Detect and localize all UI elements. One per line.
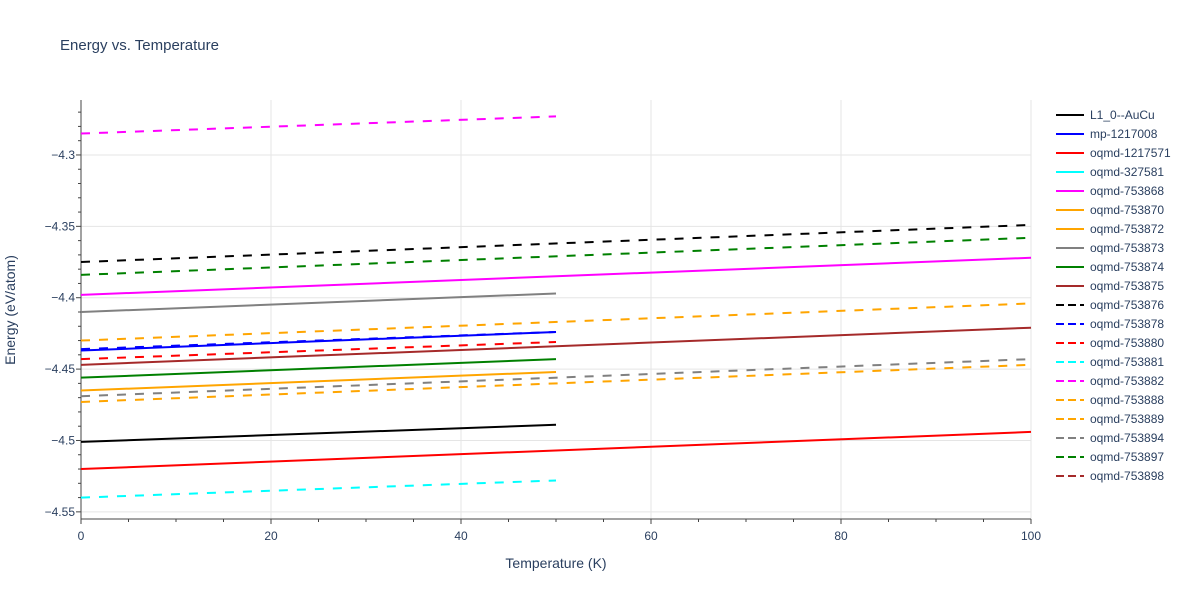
legend-label: oqmd-753876: [1090, 298, 1164, 312]
series-line-oqmd-753882: [80, 115, 557, 135]
series-line-oqmd-753897: [80, 236, 1032, 276]
series-line-oqmd-753873: [80, 292, 557, 313]
series-line-oqmd-753881: [80, 479, 557, 499]
legend-label: oqmd-753868: [1090, 184, 1164, 198]
y-tick-label: −4.3: [51, 148, 75, 162]
legend-label: oqmd-753898: [1090, 469, 1164, 483]
x-tick-label: 0: [78, 529, 85, 543]
grid-layer: [81, 100, 1032, 519]
x-tick-label: 20: [264, 529, 278, 543]
legend-label: oqmd-753881: [1090, 355, 1164, 369]
series-line-oqmd-753874: [80, 358, 557, 379]
y-tick-label: −4.5: [51, 433, 75, 447]
legend-label: oqmd-753889: [1090, 412, 1164, 426]
legend-label: oqmd-753873: [1090, 241, 1164, 255]
legend: L1_0--AuCu mp-1217008 oqmd-1217571 oqmd-327…: [1056, 108, 1171, 483]
series-line-oqmd-753880: [80, 340, 557, 361]
axes-layer: 0 20 40 60 80 100 −4.55 −4.5 −4.45 −4.4 −4.35 −4.3: [45, 100, 1041, 543]
y-tick-label: −4.35: [45, 219, 76, 233]
series-line-oqmd-753870: [80, 370, 557, 392]
x-tick-label: 60: [644, 529, 658, 543]
x-axis-title: Temperature (K): [505, 555, 606, 571]
x-tick-label: 80: [834, 529, 848, 543]
series-layer: [80, 115, 1032, 499]
series-line-oqmd-753868: [80, 256, 1032, 296]
series-line-oqmd-753889: [80, 363, 1032, 403]
legend-label: oqmd-753897: [1090, 450, 1164, 464]
legend-label: oqmd-753880: [1090, 336, 1164, 350]
legend-label: oqmd-753878: [1090, 317, 1164, 331]
series-line-oqmd-753875: [80, 326, 1032, 366]
legend-label: L1_0--AuCu: [1090, 108, 1155, 122]
series-line-oqmd-753894: [80, 358, 1032, 398]
series-line-oqmd-1217571: [80, 430, 1032, 471]
legend-label: oqmd-753888: [1090, 393, 1164, 407]
legend-label: oqmd-753870: [1090, 203, 1164, 217]
legend-label: oqmd-327581: [1090, 165, 1164, 179]
series-line-oqmd-753876: [80, 223, 1032, 264]
legend-label: oqmd-753875: [1090, 279, 1164, 293]
series-line-l1-0-aucu: [80, 423, 557, 443]
legend-label: mp-1217008: [1090, 127, 1158, 141]
y-axis-title: Energy (eV/atom): [2, 255, 18, 365]
x-tick-label: 100: [1021, 529, 1041, 543]
series-line-oqmd-753888: [80, 302, 1032, 342]
y-tick-label: −4.4: [51, 291, 75, 305]
legend-label: oqmd-1217571: [1090, 146, 1171, 160]
y-tick-label: −4.55: [45, 505, 76, 519]
legend-label: oqmd-753882: [1090, 374, 1164, 388]
legend-label: oqmd-753874: [1090, 260, 1164, 274]
legend-label: oqmd-753894: [1090, 431, 1164, 445]
y-tick-label: −4.45: [45, 362, 76, 376]
series-line-oqmd-753878: [80, 330, 557, 351]
x-tick-label: 40: [454, 529, 468, 543]
chart-title: Energy vs. Temperature: [60, 37, 219, 54]
legend-label: oqmd-753872: [1090, 222, 1164, 236]
